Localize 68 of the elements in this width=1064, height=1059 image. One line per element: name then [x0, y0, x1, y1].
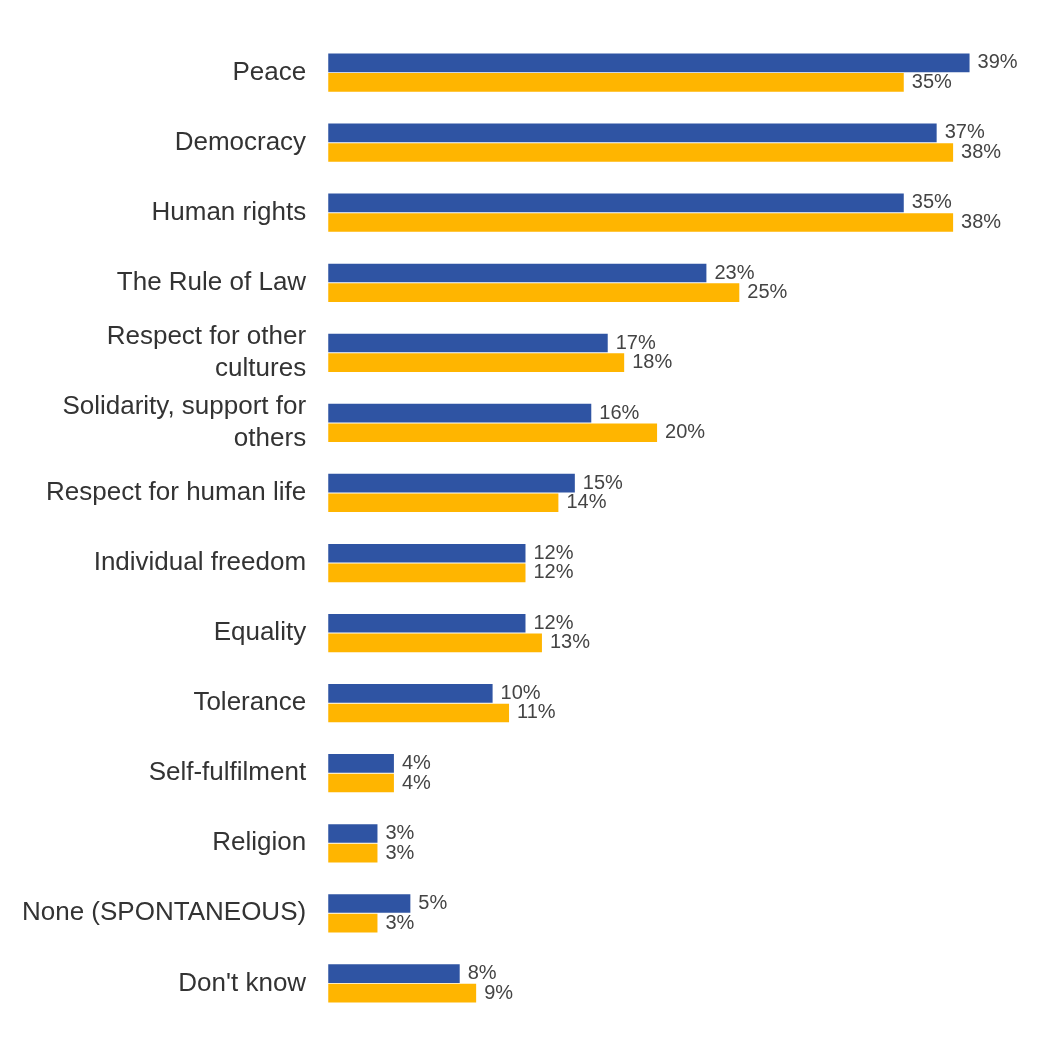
y-tick-label: Self-fulfilment: [148, 756, 307, 787]
bar: [328, 613, 526, 633]
data-label: 3%: [385, 910, 415, 933]
data-label: 35%: [911, 190, 953, 213]
y-tick-label: Respect for human life: [45, 476, 307, 507]
data-label: 13%: [549, 630, 591, 653]
bar: [328, 263, 707, 283]
data-label: 12%: [533, 560, 574, 583]
data-label: 12%: [533, 610, 574, 633]
y-tick-label: Don't know: [178, 966, 307, 997]
data-label: 18%: [632, 350, 673, 373]
bar: [328, 473, 575, 493]
bar: [328, 964, 460, 983]
bar: [328, 423, 658, 443]
bar: [328, 983, 477, 1003]
y-tick-label: Religion: [212, 826, 307, 857]
bar: [328, 894, 411, 913]
data-label: 5%: [418, 891, 448, 914]
data-label: 38%: [961, 210, 1002, 233]
data-label: 37%: [944, 120, 985, 143]
data-label: 14%: [566, 490, 607, 513]
data-label: 16%: [599, 400, 640, 423]
data-label: 39%: [977, 50, 1018, 73]
data-label: 38%: [961, 140, 1002, 163]
bar: [328, 563, 526, 583]
bar: [328, 633, 542, 653]
bar: [328, 123, 937, 143]
y-tick-label: Individual freedom: [93, 546, 307, 577]
bar: [328, 53, 970, 73]
bar: [328, 824, 378, 843]
bar: [328, 684, 493, 703]
bar: [328, 703, 510, 723]
bar: [328, 493, 559, 513]
bar: [328, 143, 954, 162]
data-label: 3%: [385, 820, 415, 843]
bar: [328, 403, 592, 423]
bar: [328, 283, 740, 302]
y-tick-label: Respect for other cultures: [106, 320, 307, 382]
y-tick-label: Human rights: [151, 195, 307, 226]
y-tick-label: Peace: [232, 55, 307, 86]
bar: [328, 913, 378, 933]
bar: [328, 754, 394, 773]
bar: [328, 213, 954, 232]
data-label: 10%: [500, 680, 541, 703]
bar: [328, 543, 526, 563]
data-label: 15%: [582, 470, 624, 493]
y-tick-label: Tolerance: [193, 686, 307, 717]
y-tick-label: None (SPONTANEOUS): [21, 896, 307, 927]
bar: [328, 773, 394, 793]
data-label: 17%: [615, 330, 656, 353]
bar: [328, 843, 378, 863]
data-label: 4%: [401, 770, 432, 793]
y-tick-label: Equality: [213, 616, 307, 647]
bar: [328, 193, 904, 213]
data-label: 20%: [665, 420, 706, 443]
y-tick-label: Solidarity, support for others: [62, 390, 307, 452]
data-label: 23%: [714, 260, 755, 283]
bar: [328, 353, 625, 372]
data-label: 12%: [533, 540, 574, 563]
data-label: 11%: [517, 700, 556, 723]
y-tick-label: The Rule of Law: [116, 265, 307, 296]
bar: [328, 73, 904, 92]
data-label: 4%: [401, 750, 432, 773]
bar: [328, 333, 608, 353]
data-label: 3%: [385, 840, 415, 863]
y-tick-label: Democracy: [174, 125, 307, 156]
data-label: 25%: [747, 280, 788, 303]
data-label: 35%: [911, 69, 953, 92]
